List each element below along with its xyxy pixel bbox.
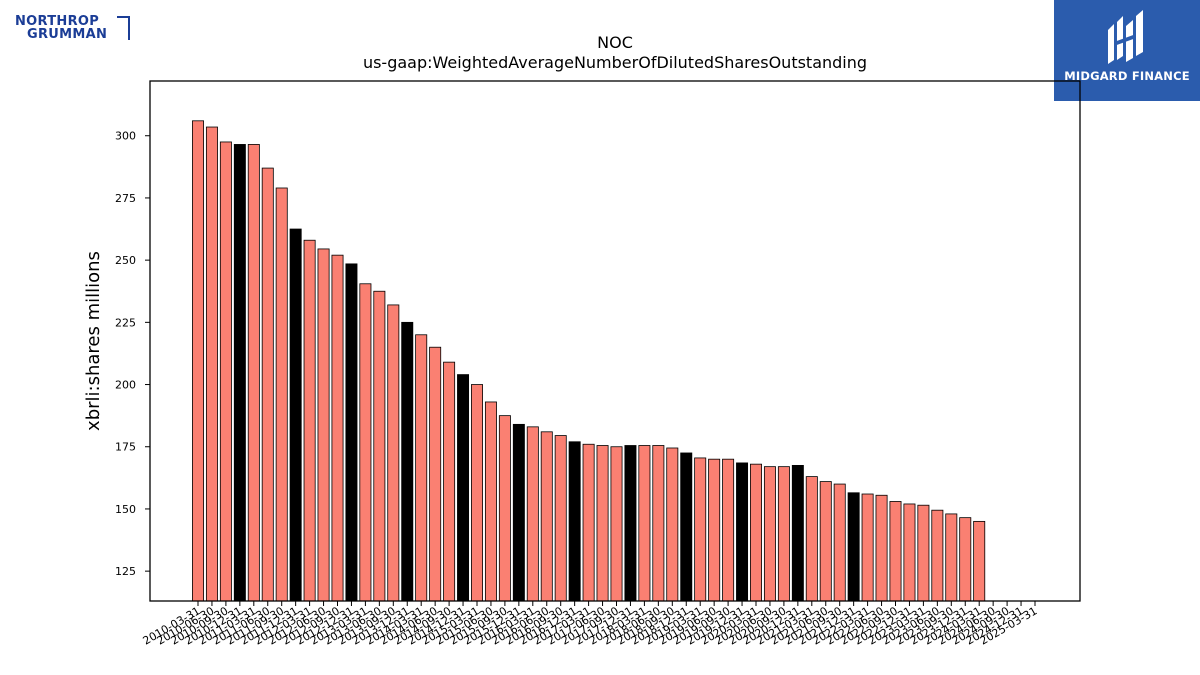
y-tick-label: 175 bbox=[115, 441, 136, 454]
x-axis-ticks: 2010-03-312010-06-302010-09-302010-12-31… bbox=[141, 601, 1040, 648]
y-axis-ticks: 125 150 175 200 225 250 275 300 bbox=[115, 130, 150, 578]
bar-2023-06-30 bbox=[931, 509, 944, 602]
bar-2023-03-31 bbox=[917, 504, 930, 602]
bar-2013-09-30 bbox=[387, 304, 400, 602]
bar-2012-03-31 bbox=[303, 239, 316, 602]
y-tick-label: 125 bbox=[115, 565, 136, 578]
bar-2023-09-30 bbox=[945, 513, 958, 602]
bar-2021-12-31 bbox=[847, 492, 860, 602]
bar-2021-03-31 bbox=[805, 476, 818, 602]
bar-2012-06-30 bbox=[317, 248, 330, 602]
bar-2012-12-31 bbox=[345, 263, 358, 602]
bar-2020-12-31 bbox=[791, 464, 804, 602]
bar-2021-06-30 bbox=[819, 481, 832, 602]
bar-2010-06-30 bbox=[205, 126, 218, 602]
bar-2010-12-31 bbox=[233, 144, 246, 602]
bar-2013-12-31 bbox=[401, 321, 414, 602]
bar-2011-03-31 bbox=[247, 144, 260, 602]
bar-2015-06-30 bbox=[484, 401, 497, 602]
bar-2022-03-31 bbox=[861, 493, 874, 602]
bar-2014-03-31 bbox=[415, 334, 428, 602]
y-tick-label: 225 bbox=[115, 316, 136, 329]
y-tick-label: 150 bbox=[115, 503, 136, 516]
bar-2011-06-30 bbox=[261, 167, 274, 602]
bar-2019-06-30 bbox=[708, 458, 721, 602]
bar-2020-06-30 bbox=[763, 466, 776, 602]
bars-group bbox=[192, 120, 986, 602]
plot-frame bbox=[149, 80, 1081, 602]
chart-title: NOC bbox=[597, 33, 633, 52]
midgard-finance-logo: MIDGARD FINANCE bbox=[1054, 0, 1200, 101]
y-tick-label: 275 bbox=[115, 192, 136, 205]
bar-2014-12-31 bbox=[457, 374, 470, 602]
y-tick-label: 250 bbox=[115, 254, 136, 267]
bar-2016-12-31 bbox=[568, 441, 581, 602]
bar-2022-09-30 bbox=[889, 501, 902, 602]
bar-2020-03-31 bbox=[750, 463, 762, 602]
bar-2010-09-30 bbox=[219, 141, 232, 602]
chart-subtitle: us-gaap:WeightedAverageNumberOfDilutedSh… bbox=[363, 53, 867, 72]
bar-2018-03-31 bbox=[638, 445, 651, 602]
y-tick-label: 200 bbox=[115, 379, 136, 392]
bar-2012-09-30 bbox=[331, 254, 344, 602]
y-tick-label: 300 bbox=[115, 130, 136, 143]
bar-2010-03-31 bbox=[192, 120, 204, 602]
bar-2023-12-31 bbox=[959, 517, 972, 602]
bar-2015-03-31 bbox=[471, 384, 483, 602]
bar-2015-09-30 bbox=[498, 415, 511, 602]
bar-2017-03-31 bbox=[582, 443, 595, 602]
bar-2011-12-31 bbox=[289, 228, 302, 602]
bar-2011-09-30 bbox=[275, 187, 288, 602]
logo-bracket-icon bbox=[117, 16, 130, 40]
bar-2017-12-31 bbox=[624, 445, 637, 602]
bar-2016-06-30 bbox=[540, 431, 553, 602]
bar-2017-06-30 bbox=[596, 445, 609, 602]
midgard-emblem-icon bbox=[1108, 10, 1143, 64]
bar-2016-03-31 bbox=[526, 426, 539, 602]
northrop-grumman-logo: NORTHROP GRUMMAN bbox=[14, 12, 134, 44]
bar-2022-06-30 bbox=[875, 494, 888, 602]
bar-2022-12-31 bbox=[903, 503, 916, 602]
bar-2019-09-30 bbox=[722, 458, 735, 602]
bar-2014-09-30 bbox=[443, 361, 456, 602]
bar-2019-03-31 bbox=[694, 457, 707, 602]
bar-2018-12-31 bbox=[680, 452, 693, 602]
bar-2021-09-30 bbox=[833, 483, 846, 602]
bar-2020-09-30 bbox=[777, 466, 790, 602]
bar-2014-06-30 bbox=[429, 346, 442, 602]
bar-2024-03-31 bbox=[973, 520, 986, 602]
bar-2015-12-31 bbox=[512, 423, 525, 602]
logo-text-line2: GRUMMAN bbox=[27, 27, 108, 42]
logo-text-line1: NORTHROP bbox=[15, 14, 100, 29]
bar-2018-06-30 bbox=[652, 445, 665, 602]
y-axis-label: xbrli:shares millions bbox=[83, 251, 104, 431]
bar-2013-03-31 bbox=[359, 283, 372, 602]
bar-2016-09-30 bbox=[554, 435, 567, 602]
midgard-logo-text: MIDGARD FINANCE bbox=[1064, 69, 1190, 83]
bar-2013-06-30 bbox=[373, 290, 386, 602]
bar-2017-09-30 bbox=[610, 446, 623, 602]
bar-2019-12-31 bbox=[736, 462, 749, 602]
bar-2018-09-30 bbox=[666, 447, 679, 602]
